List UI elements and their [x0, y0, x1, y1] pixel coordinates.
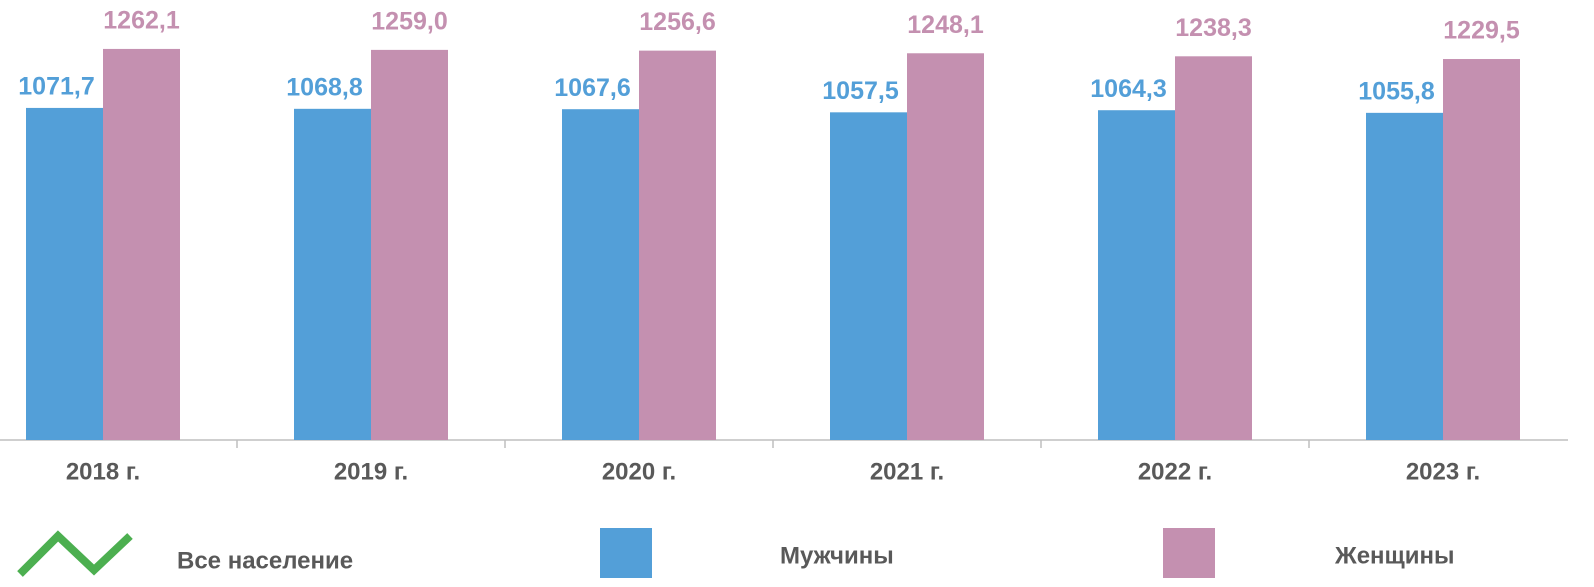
value-label: 1057,5	[822, 77, 899, 105]
bar	[830, 112, 907, 440]
legend-label: Все население	[177, 547, 353, 574]
value-label: 1238,3	[1175, 14, 1251, 42]
bar	[1443, 59, 1520, 440]
legend-label: Женщины	[1334, 542, 1455, 569]
value-label: 1055,8	[1358, 77, 1435, 105]
value-label: 1071,7	[18, 73, 94, 101]
x-tick-label: 2020 г.	[602, 458, 676, 485]
legend-swatch	[1163, 528, 1215, 578]
x-tick-label: 2021 г.	[870, 458, 944, 485]
bar	[26, 107, 103, 440]
value-label: 1068,8	[286, 73, 363, 101]
legend-swatch	[600, 528, 652, 578]
bar	[907, 53, 984, 440]
bar	[1175, 56, 1252, 441]
value-label: 1064,3	[1090, 75, 1166, 103]
value-label: 1229,5	[1443, 17, 1520, 45]
legend-swatch	[17, 530, 133, 577]
bar	[1366, 112, 1443, 440]
x-tick-label: 2023 г.	[1406, 458, 1480, 485]
bar	[371, 49, 448, 440]
bar	[562, 109, 639, 440]
value-label: 1256,6	[639, 8, 715, 36]
legend-label: Мужчины	[780, 542, 894, 569]
bar	[103, 48, 180, 441]
x-tick-label: 2019 г.	[334, 458, 408, 485]
value-label: 1262,1	[103, 7, 180, 35]
value-label: 1248,1	[907, 11, 984, 39]
x-tick-label: 2018 г.	[66, 458, 140, 485]
value-label: 1067,6	[554, 74, 630, 102]
x-tick-label: 2022 г.	[1138, 458, 1212, 485]
bar	[639, 50, 716, 441]
value-label: 1259,0	[371, 7, 447, 35]
bar	[294, 108, 371, 440]
bar	[1098, 110, 1175, 440]
